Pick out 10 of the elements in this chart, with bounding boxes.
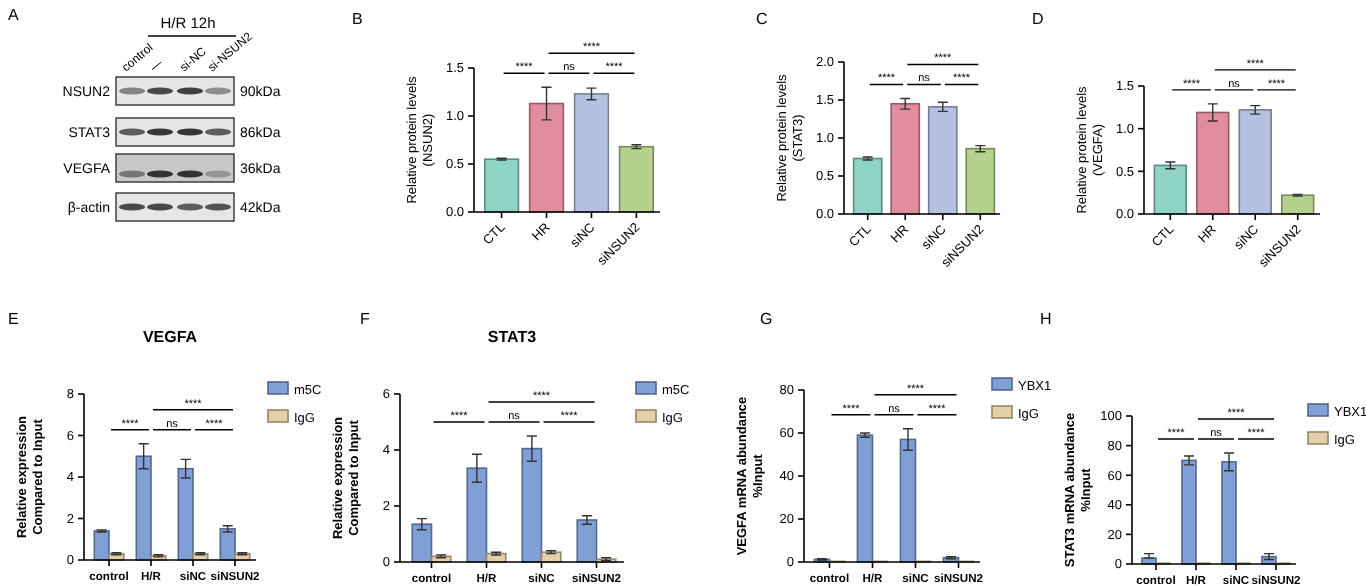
text: F xyxy=(360,310,370,328)
chart-title: STAT3 xyxy=(487,328,538,346)
text: C xyxy=(756,10,768,28)
text: G xyxy=(760,310,773,328)
text: D xyxy=(1032,10,1044,28)
text: H xyxy=(1040,310,1052,328)
chart-title: VEGFA xyxy=(142,328,198,346)
text: E xyxy=(8,310,19,328)
text: A xyxy=(8,6,20,24)
text: B xyxy=(352,10,363,28)
